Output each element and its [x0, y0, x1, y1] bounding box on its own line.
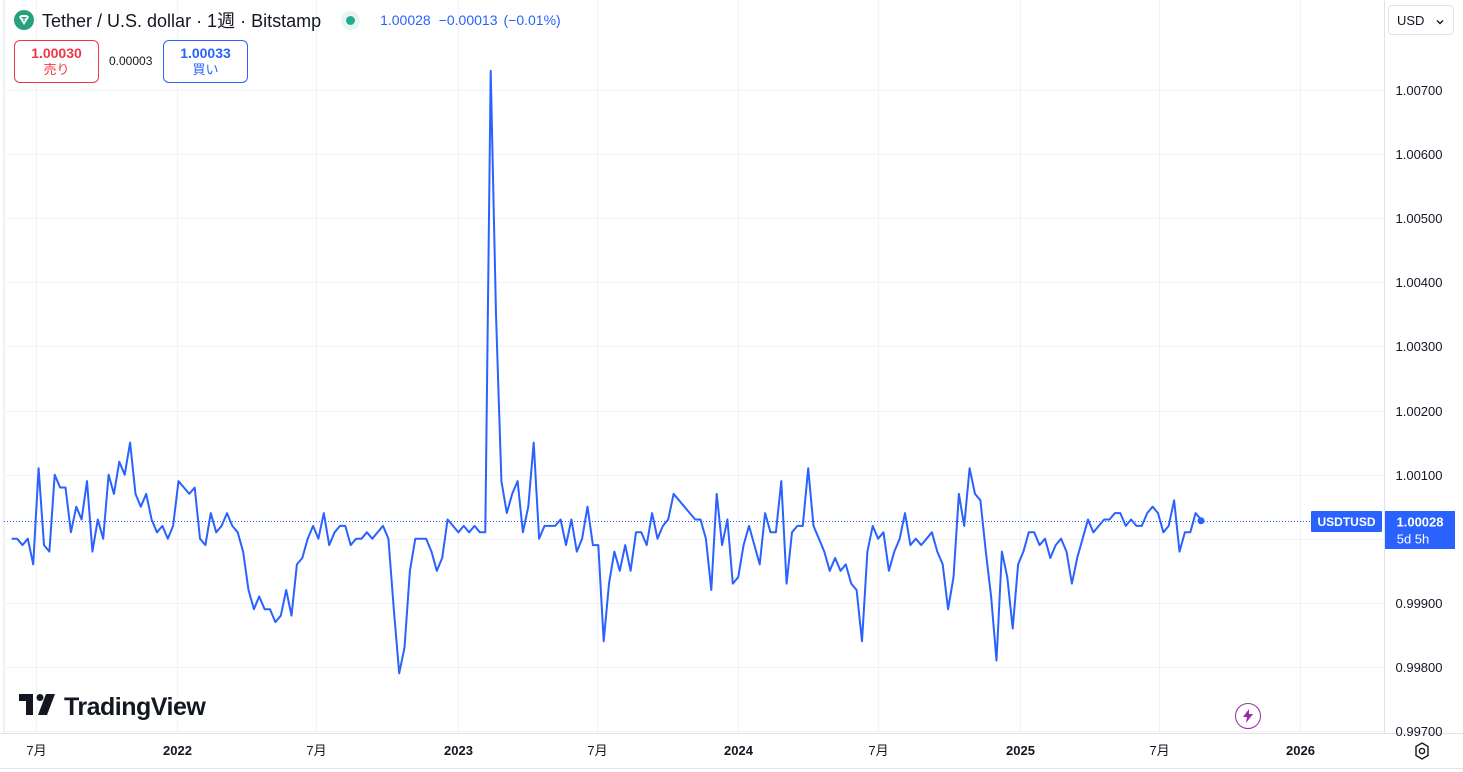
last-price-badge-bg	[1385, 511, 1455, 549]
price-change-percent: (−0.01%)	[503, 12, 561, 28]
last-price-label: 1.00028	[1397, 515, 1444, 530]
x-tick-label: 7月	[868, 743, 888, 758]
currency-label: USD	[1397, 12, 1425, 28]
sell-price: 1.00030	[31, 45, 82, 61]
currency-selector[interactable]: USD	[1388, 5, 1454, 35]
y-tick-label: 1.00400	[1396, 275, 1443, 290]
x-tick-label: 7月	[306, 743, 326, 758]
time-axis[interactable]: 7月 2022 7月 2023 7月 2024 7月 2025 7月 2026	[26, 743, 1315, 758]
x-tick-label: 2024	[724, 743, 754, 758]
y-tick-label: 1.00300	[1396, 339, 1443, 354]
symbol-tag-bg	[1311, 511, 1382, 532]
symbol-tag: USDTUSD	[1317, 515, 1375, 529]
price-change: −0.00013	[438, 12, 498, 28]
tradingview-logo-icon	[19, 694, 56, 721]
x-tick-label: 7月	[1149, 743, 1169, 758]
y-tick-label: 1.00200	[1396, 404, 1443, 419]
x-tick-label: 2022	[163, 743, 192, 758]
last-price: 1.00028	[380, 12, 431, 28]
buy-label: 買い	[192, 62, 219, 77]
tradingview-logo[interactable]: TradingView	[19, 693, 206, 722]
x-tick-label: 2026	[1286, 743, 1315, 758]
last-point-marker	[1197, 517, 1205, 525]
y-tick-label: 1.00100	[1396, 468, 1443, 483]
last-price-badge: USDTUSD 1.00028 5d 5h	[1311, 511, 1455, 549]
y-tick-label: 1.00500	[1396, 211, 1443, 226]
symbol-title[interactable]: Tether / U.S. dollar · 1週 · Bitstamp	[42, 11, 322, 31]
lightning-icon[interactable]	[1235, 703, 1261, 729]
price-axis[interactable]: 0.997000.998000.999001.000001.001001.002…	[1396, 83, 1443, 739]
y-tick-label: 0.99900	[1396, 596, 1443, 611]
y-tick-label: 1.00600	[1396, 147, 1443, 162]
x-tick-label: 2023	[444, 743, 473, 758]
x-tick-label: 7月	[26, 743, 46, 758]
x-tick-label: 2025	[1006, 743, 1035, 758]
series-line-usdtusd	[11, 69, 1202, 675]
sell-label: 売り	[43, 62, 70, 77]
settings-icon[interactable]	[1410, 739, 1434, 763]
y-tick-label: 0.99700	[1396, 724, 1443, 739]
spread-value: 0.00003	[109, 54, 153, 68]
sell-button[interactable]: 1.00030 売り	[14, 40, 99, 83]
tether-logo-icon	[14, 10, 34, 30]
buy-price: 1.00033	[180, 45, 231, 61]
bar-countdown: 5d 5h	[1397, 532, 1430, 547]
chart-header: Tether / U.S. dollar · 1週 · Bitstamp 1.0…	[14, 8, 561, 32]
chevron-down-icon	[1435, 15, 1445, 30]
buy-button[interactable]: 1.00033 買い	[163, 40, 248, 83]
tradingview-logo-text: TradingView	[64, 693, 206, 721]
market-status-icon[interactable]	[341, 10, 361, 30]
y-tick-label: 1.00700	[1396, 83, 1443, 98]
x-tick-label: 7月	[587, 743, 607, 758]
y-tick-label: 0.99800	[1396, 660, 1443, 675]
